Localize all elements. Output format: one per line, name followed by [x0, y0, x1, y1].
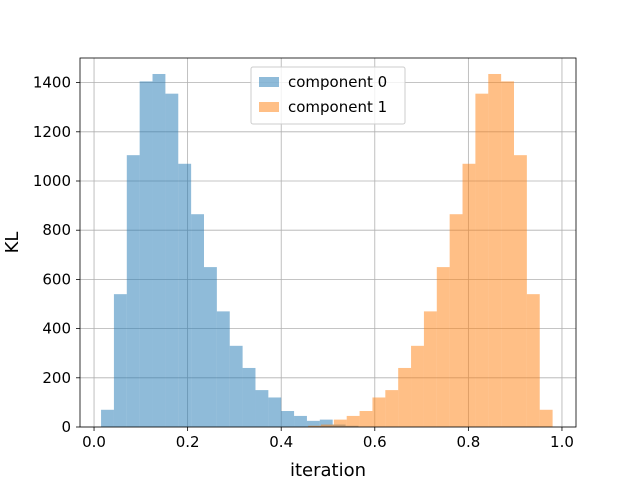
histogram-bar-component-0 [255, 390, 269, 427]
x-tick-label: 1.0 [550, 433, 574, 451]
histogram-bars [101, 73, 553, 428]
y-tick-label: 600 [42, 270, 71, 288]
histogram-bar-component-1 [346, 415, 360, 427]
x-tick-label: 0.0 [82, 433, 106, 451]
histogram-bar-component-0 [242, 367, 256, 427]
histogram-bar-component-0 [204, 267, 217, 427]
histogram-bar-component-0 [319, 419, 333, 427]
histogram-bar-component-1 [423, 311, 437, 427]
histogram-bar-component-0 [268, 397, 282, 427]
histogram-bar-component-0 [294, 415, 307, 427]
histogram-bar-component-1 [449, 214, 463, 427]
histogram-bar-component-1 [372, 397, 386, 427]
legend-label-component-0: component 0 [288, 73, 387, 91]
histogram-bar-component-1 [526, 294, 540, 427]
y-tick-label: 1000 [33, 172, 71, 190]
histogram-bar-component-1 [539, 409, 553, 427]
x-tick-label: 0.2 [176, 433, 200, 451]
histogram-bar-component-0 [152, 73, 166, 428]
y-tick-label: 1200 [33, 123, 71, 141]
legend-swatch-component-1 [259, 102, 279, 112]
plot-frame [79, 57, 577, 428]
y-axis-ticks: 0 200 400 600 800 1000 1200 1400 [33, 74, 80, 436]
x-tick-label: 0.8 [456, 433, 480, 451]
histogram-bar-component-0 [126, 155, 140, 428]
histogram-bar-component-1 [359, 411, 373, 427]
y-tick-label: 0 [61, 418, 71, 436]
legend-label-component-1: component 1 [288, 98, 387, 116]
x-tick-label: 0.6 [363, 433, 387, 451]
histogram-bar-component-1 [514, 155, 527, 428]
histogram-bar-component-0 [165, 93, 179, 428]
x-axis-label: iteration [290, 460, 366, 480]
histogram-bar-component-1 [475, 93, 489, 428]
histogram-bar-component-0 [139, 81, 153, 428]
histogram-bar-component-1 [488, 73, 502, 428]
histogram-bar-component-1 [320, 424, 334, 427]
y-tick-label: 800 [42, 221, 71, 239]
histogram-bar-component-1 [385, 390, 399, 427]
x-axis-ticks: 0.0 0.2 0.4 0.6 0.8 1.0 [82, 427, 574, 451]
histogram-bar-component-0 [191, 214, 204, 427]
histogram-bar-component-1 [333, 419, 347, 427]
histogram-bar-component-0 [216, 311, 230, 427]
y-tick-label: 200 [42, 369, 71, 387]
histogram-bar-component-0 [229, 345, 243, 427]
legend-swatch-component-0 [259, 77, 279, 87]
axes [79, 57, 577, 428]
y-tick-label: 1400 [33, 74, 71, 92]
y-axis-label: KL [2, 232, 23, 254]
histogram-bar-component-1 [411, 345, 424, 427]
histogram-bar-component-0 [306, 420, 320, 427]
histogram-bar-component-0 [178, 163, 192, 427]
histogram-bar-component-1 [398, 367, 412, 427]
legend-box [250, 66, 406, 125]
histogram-bar-component-1 [436, 267, 450, 427]
histogram-bar-component-1 [308, 425, 321, 427]
histogram-bar-component-0 [113, 294, 127, 427]
histogram-bar-component-0 [101, 409, 114, 427]
y-tick-label: 400 [42, 320, 71, 338]
histogram-bar-component-0 [281, 411, 295, 427]
x-tick-label: 0.4 [269, 433, 293, 451]
histogram-bar-component-1 [462, 163, 476, 427]
legend: component 0 component 1 [250, 66, 406, 125]
histogram-bar-component-1 [501, 81, 514, 428]
